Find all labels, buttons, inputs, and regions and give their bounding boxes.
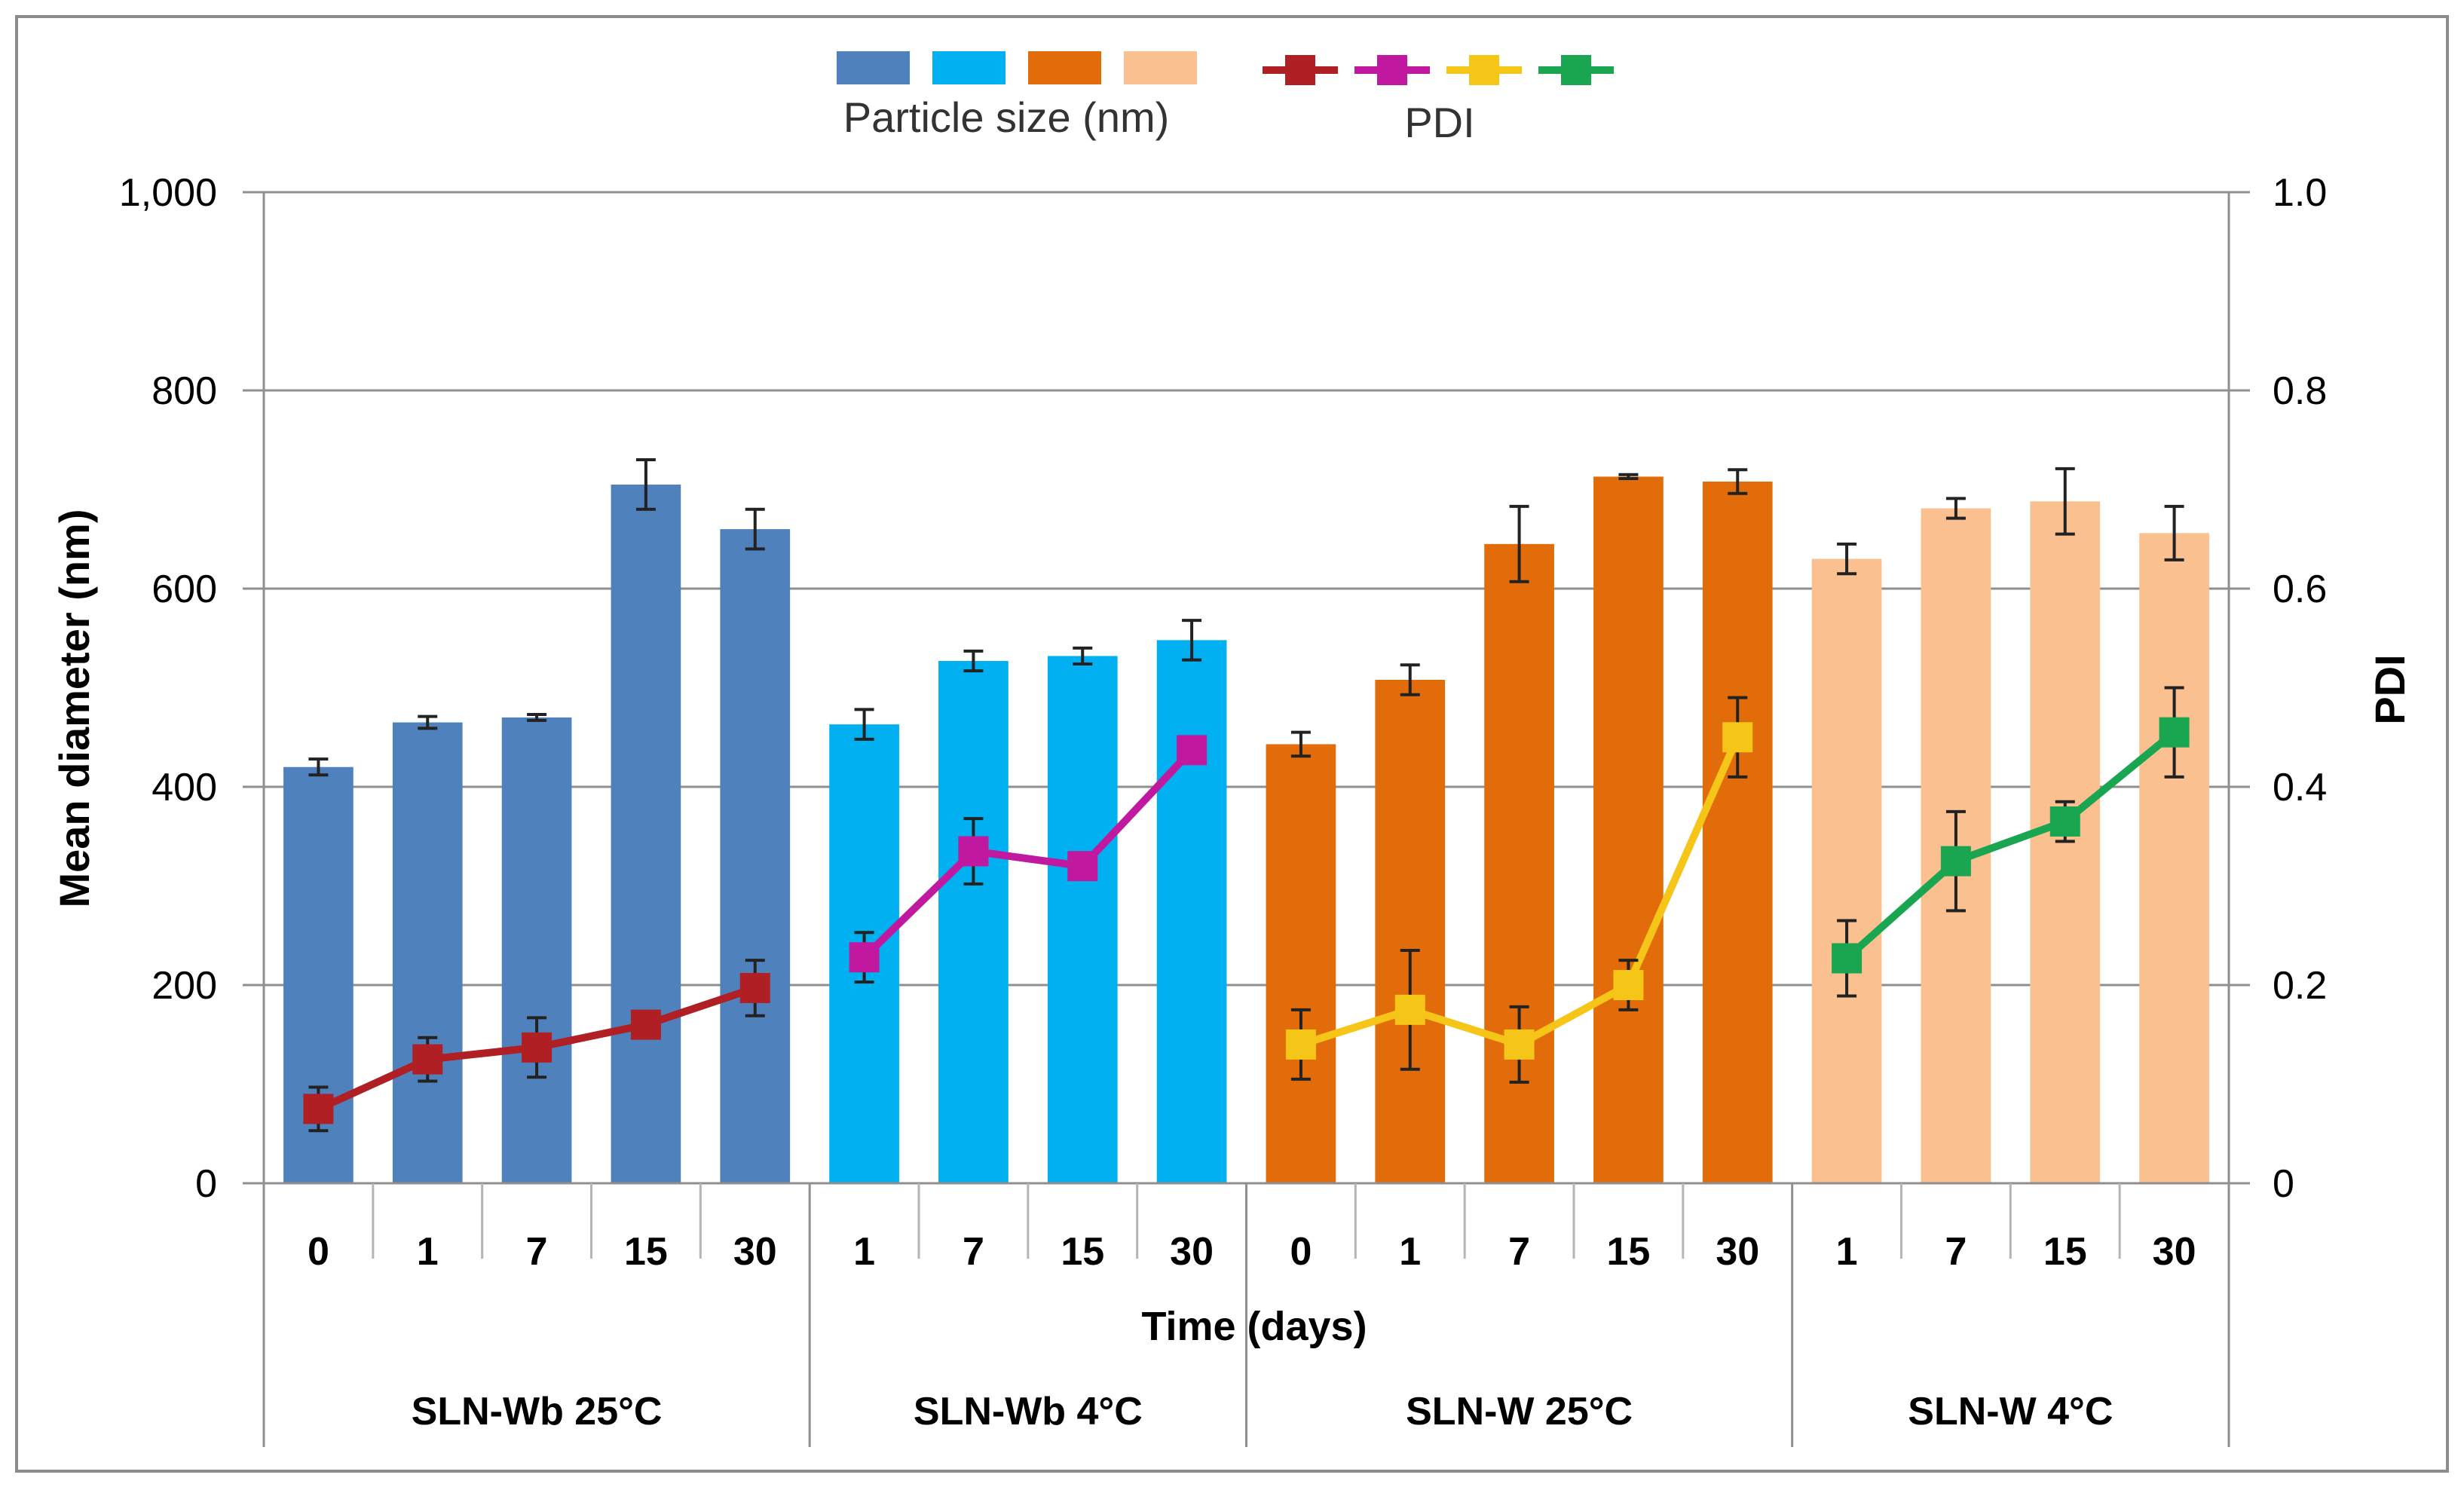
- x-tick-label: 0: [308, 1230, 329, 1274]
- x-tick-label: 15: [624, 1230, 668, 1274]
- legend-line-marker: [1469, 55, 1499, 85]
- bar: [1593, 476, 1664, 1183]
- y2-tick-label: 0: [2273, 1162, 2294, 1206]
- legend-bar-swatch: [932, 51, 1005, 84]
- y-tick-label: 1,000: [119, 171, 217, 215]
- y2-tick-label: 0.2: [2273, 964, 2327, 1008]
- x-tick-label: 15: [1606, 1230, 1650, 1274]
- legend-line-marker: [1377, 55, 1407, 85]
- y2-tick-label: 1.0: [2273, 171, 2327, 215]
- bar: [392, 722, 463, 1183]
- bar: [2139, 533, 2209, 1183]
- bar: [1484, 543, 1554, 1183]
- legend-bar-swatch: [1124, 51, 1197, 84]
- legend-bar-swatch: [837, 51, 910, 84]
- group-label: SLN-W 4°C: [1908, 1390, 2113, 1433]
- x-tick-label: 30: [2153, 1230, 2196, 1274]
- x-tick-label: 7: [526, 1230, 548, 1274]
- x-tick-label: 30: [733, 1230, 777, 1274]
- pdi-marker: [1177, 735, 1208, 766]
- bar: [1702, 481, 1773, 1183]
- pdi-marker: [1285, 1029, 1316, 1060]
- pdi-line: [1844, 729, 2177, 962]
- y-axis-label: Mean diameter (nm): [51, 509, 98, 908]
- y2-tick-label: 0.6: [2273, 568, 2327, 611]
- bar: [1375, 679, 1446, 1183]
- pdi-marker: [522, 1032, 552, 1063]
- y2-tick-label: 0.4: [2273, 766, 2327, 809]
- bar: [611, 484, 681, 1183]
- pdi-series: [303, 686, 2190, 1133]
- y-tick-label: 200: [152, 964, 217, 1008]
- pdi-marker: [2049, 806, 2080, 837]
- axes: 0 200 400 600 800 1,000 0 0.2 0.4 0.6 0.8 1.0 0 1 7 15 3…: [119, 171, 2327, 1447]
- x-tick-label: 15: [1061, 1230, 1104, 1274]
- x-tick-label: 7: [1508, 1230, 1530, 1274]
- bar: [720, 529, 791, 1183]
- pdi-marker: [1832, 943, 1863, 974]
- pdi-line: [862, 747, 1195, 960]
- pdi-marker: [958, 836, 989, 867]
- pdi-marker: [849, 942, 880, 973]
- bar: [938, 660, 1009, 1183]
- group-label: SLN-Wb 4°C: [914, 1390, 1143, 1433]
- y-tick-label: 0: [195, 1162, 217, 1206]
- y-tick-label: 600: [152, 568, 217, 611]
- x-tick-label: 7: [963, 1230, 984, 1274]
- bar: [1266, 744, 1336, 1183]
- x-tick-label: 0: [1290, 1230, 1312, 1274]
- pdi-marker: [739, 972, 770, 1003]
- x-tick-label: 30: [1170, 1230, 1214, 1274]
- pdi-marker: [630, 1009, 661, 1040]
- y2-axis-label: PDI: [2366, 654, 2413, 724]
- x-tick-label: 1: [1399, 1230, 1421, 1274]
- bar: [1156, 640, 1227, 1183]
- legend-line-marker: [1285, 55, 1315, 85]
- legend-bar-label: Particle size (nm): [843, 93, 1170, 141]
- bar: [501, 717, 572, 1183]
- y-tick-label: 400: [152, 766, 217, 809]
- x-tick-label: 1: [1836, 1230, 1858, 1274]
- pdi-marker: [1940, 846, 1971, 877]
- pdi-marker: [1394, 994, 1425, 1025]
- pdi-marker: [412, 1044, 443, 1075]
- y2-tick-label: 0.8: [2273, 369, 2327, 413]
- pdi-marker: [1504, 1029, 1535, 1060]
- x-tick-label: 1: [417, 1230, 439, 1274]
- y-tick-label: 800: [152, 369, 217, 413]
- legend-line-label: PDI: [1404, 99, 1474, 146]
- gridlines: [264, 191, 2229, 987]
- legend: Particle size (nm) PDI: [837, 51, 1614, 146]
- bar: [1047, 656, 1118, 1183]
- bar: [1811, 558, 1882, 1183]
- x-tick-label: 7: [1945, 1230, 1967, 1274]
- legend-line-marker: [1561, 55, 1591, 85]
- x-tick-label: 1: [853, 1230, 875, 1274]
- pdi-marker: [303, 1094, 334, 1124]
- group-label: SLN-Wb 25°C: [412, 1390, 663, 1433]
- legend-bar-swatch: [1028, 51, 1101, 84]
- pdi-marker: [2159, 717, 2190, 748]
- group-label: SLN-W 25°C: [1406, 1390, 1633, 1433]
- pdi-marker: [1722, 722, 1753, 753]
- pdi-marker: [1067, 851, 1098, 882]
- x-tick-label: 15: [2043, 1230, 2087, 1274]
- chart-frame: [15, 15, 2449, 1473]
- pdi-marker: [1613, 970, 1644, 1000]
- x-tick-label: 30: [1716, 1230, 1759, 1274]
- x-axis-label: Time (days): [1141, 1304, 1367, 1349]
